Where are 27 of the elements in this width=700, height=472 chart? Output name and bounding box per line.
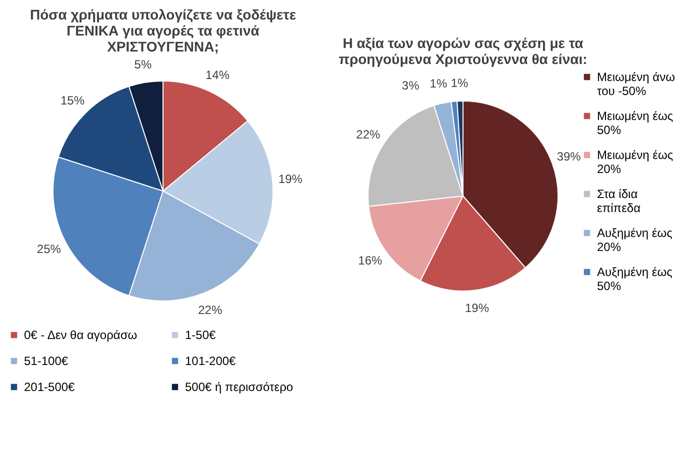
data-label: 14% (205, 68, 230, 82)
data-label: 19% (278, 172, 303, 186)
legend-label: Μειωμένη άνω του -50% (597, 70, 675, 98)
data-label: 1% (450, 76, 468, 90)
legend-label: 500€ ή περισσότερο (185, 380, 294, 394)
data-label: 19% (465, 301, 490, 316)
data-label: 15% (60, 93, 85, 108)
legend-label: 0€ - Δεν θα αγοράσω (24, 328, 138, 342)
data-label: 16% (358, 253, 382, 268)
data-label: 22% (356, 128, 381, 142)
legend-label: Αυξημένη έως 50% (597, 265, 673, 293)
legend-label: 51-100€ (24, 354, 68, 368)
chart-title: Η αξία των αγορών σας σχέση με τα προηγούμενα Χριστούγεννα θα είναι: (338, 35, 588, 67)
legend-label: Αυξημένη έως 20% (597, 226, 673, 254)
data-label: 1% (430, 76, 448, 90)
data-label: 5% (134, 58, 152, 72)
data-label: 25% (36, 242, 62, 256)
chart-title: Πόσα χρήματα υπολογίζετε να ξοδέψετε ΓΕΝΙΚΑ για αγορές τα φετινά ΧΡΙΣΤΟΥΓΕΝΝΑ; (30, 6, 296, 55)
data-label: 3% (402, 78, 420, 93)
data-label: 22% (198, 303, 222, 318)
legend-label: 1-50€ (185, 328, 216, 342)
legend-label: 101-200€ (185, 354, 236, 368)
legend-label: Στα ίδια επίπεδα (597, 187, 641, 215)
legend-label: Μειωμένη έως 20% (597, 148, 674, 176)
data-label: 39% (556, 149, 582, 164)
legend-label: Μειωμένη έως 50% (597, 109, 674, 137)
legend-label: 201-500€ (24, 380, 76, 394)
